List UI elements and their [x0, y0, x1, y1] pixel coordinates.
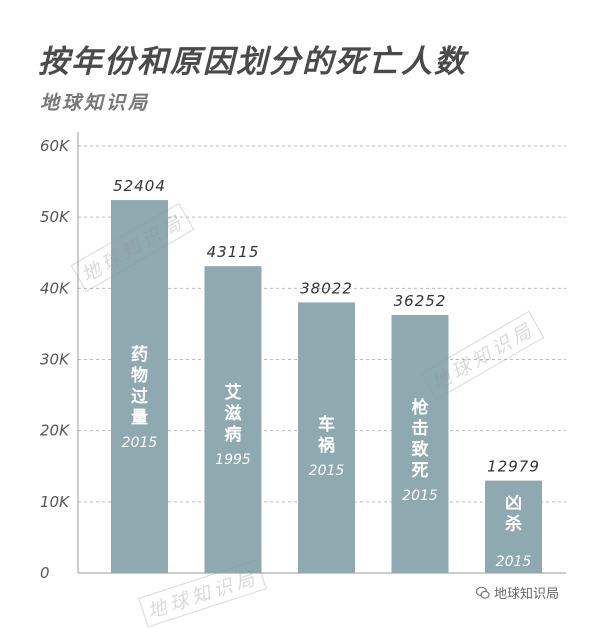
category-label: 凶杀	[505, 494, 522, 535]
bar	[391, 315, 449, 573]
y-tick-label: 50K	[40, 208, 70, 226]
year-label: 2015	[122, 435, 158, 451]
year-label: 2015	[496, 554, 532, 570]
data-label: 12979	[487, 458, 540, 476]
category-label: 药物过量	[131, 344, 148, 428]
y-tick-label: 0	[40, 564, 50, 582]
category-label: 艾滋病	[225, 382, 242, 445]
category-label: 车祸	[318, 414, 335, 456]
wechat-icon	[476, 586, 490, 599]
bar	[111, 200, 168, 573]
year-label: 1995	[215, 452, 251, 468]
bar	[204, 266, 262, 573]
chart-subtitle: 地球知识局	[40, 92, 151, 114]
y-tick-label: 10K	[40, 493, 70, 511]
data-label: 36252	[394, 292, 447, 310]
data-label: 43115	[207, 243, 260, 261]
bar-chart: 0 10K 20K 30K 40K 50K 60K 52404 药物过量 2015 43115 艾滋病…	[40, 132, 566, 582]
data-label: 52404	[113, 177, 166, 195]
chart-title: 按年份和原因划分的死亡人数	[38, 44, 467, 80]
bar	[485, 480, 542, 573]
y-tick-label: 40K	[40, 279, 70, 297]
data-label: 38022	[300, 279, 353, 297]
year-label: 2015	[309, 463, 345, 479]
year-label: 2015	[402, 488, 438, 504]
y-tick-label: 60K	[40, 137, 70, 155]
footer-label: 地球知识局	[494, 587, 560, 602]
bar	[298, 302, 355, 573]
category-label: 枪击致死	[412, 397, 430, 481]
y-tick-label: 30K	[40, 351, 70, 369]
footer-brand: 地球知识局	[476, 583, 559, 602]
y-tick-label: 20K	[40, 422, 70, 440]
